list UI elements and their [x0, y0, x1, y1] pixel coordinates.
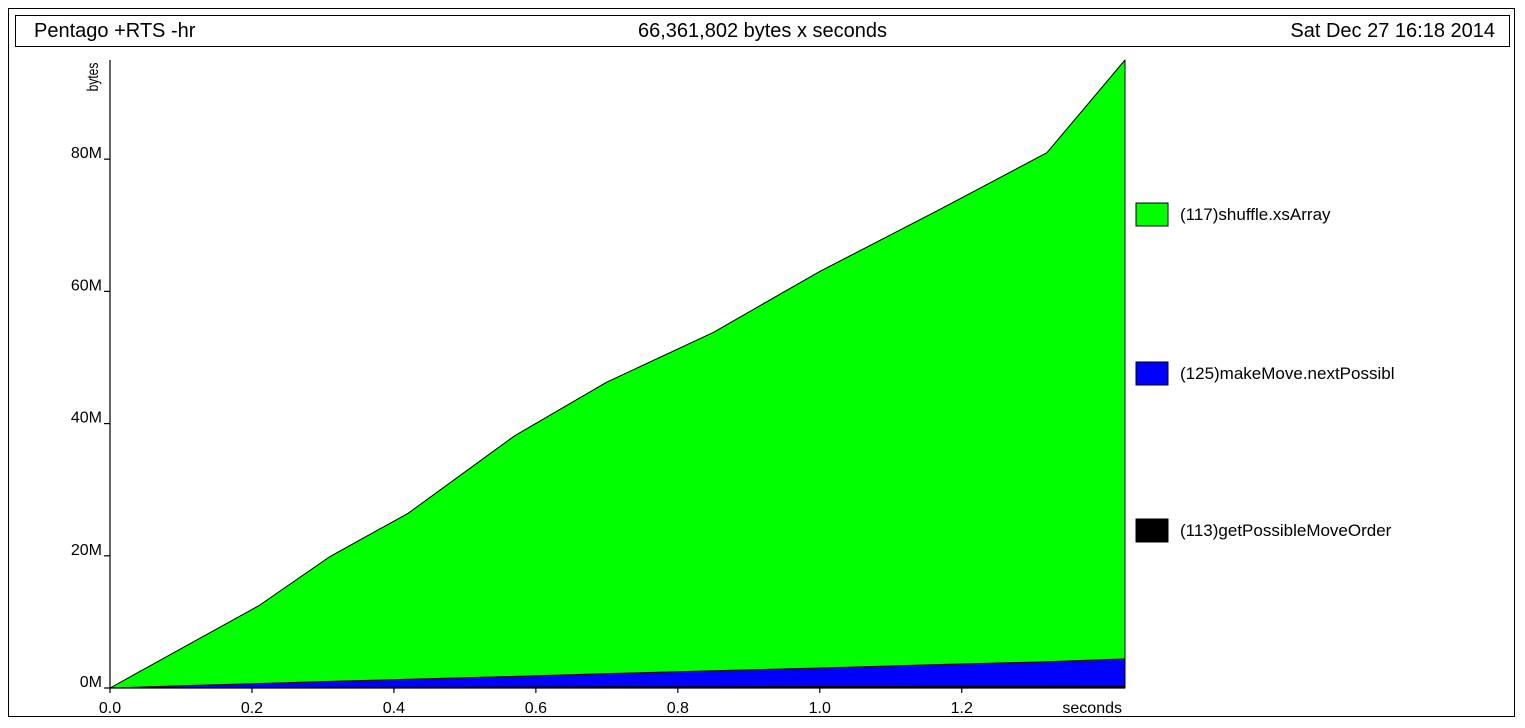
- total-bytes-seconds: 66,361,802 bytes x seconds: [637, 20, 888, 42]
- x-tick-label: 1.2: [951, 700, 973, 717]
- axes-group: 0M 20M 40M 60M 80M 0.0 0.2 0.4 0.6 0.8 1.0 1.2 secon…: [71, 60, 1125, 717]
- x-tick-label: 0.0: [99, 700, 121, 717]
- area-series-group: [109, 59, 1126, 689]
- legend-swatch: [1135, 361, 1169, 386]
- x-tick-label: 0.6: [525, 700, 547, 717]
- header-bar: Pentago +RTS -hr 66,361,802 bytes x seco…: [15, 15, 1510, 47]
- profile-date: Sat Dec 27 16:18 2014: [1290, 20, 1495, 42]
- y-tick-label: 60M: [71, 277, 102, 294]
- outer-frame: [8, 8, 1515, 717]
- legend-label: (125)makeMove.nextPossibl: [1180, 364, 1394, 383]
- legend: (117)shuffle.xsArray (125)makeMove.nextPo…: [1135, 202, 1394, 543]
- legend-label: (113)getPossibleMoveOrder: [1180, 521, 1392, 540]
- legend-swatch: [1135, 202, 1169, 227]
- y-tick-label: 0M: [80, 674, 102, 691]
- y-tick-label: 80M: [71, 145, 102, 162]
- y-tick-label: 40M: [71, 410, 102, 427]
- x-tick-label: 0.4: [383, 700, 405, 717]
- legend-swatch: [1135, 518, 1169, 543]
- y-tick-label: 20M: [71, 542, 102, 559]
- program-name: Pentago +RTS -hr: [34, 20, 196, 42]
- area-series-2: [109, 59, 1126, 689]
- x-axis-label: seconds: [1062, 700, 1122, 717]
- legend-label: (117)shuffle.xsArray: [1180, 205, 1331, 224]
- x-tick-label: 0.8: [667, 700, 689, 717]
- x-tick-label: 0.2: [241, 700, 263, 717]
- x-tick-label: 1.0: [809, 700, 831, 717]
- y-axis-label: bytes: [83, 63, 101, 92]
